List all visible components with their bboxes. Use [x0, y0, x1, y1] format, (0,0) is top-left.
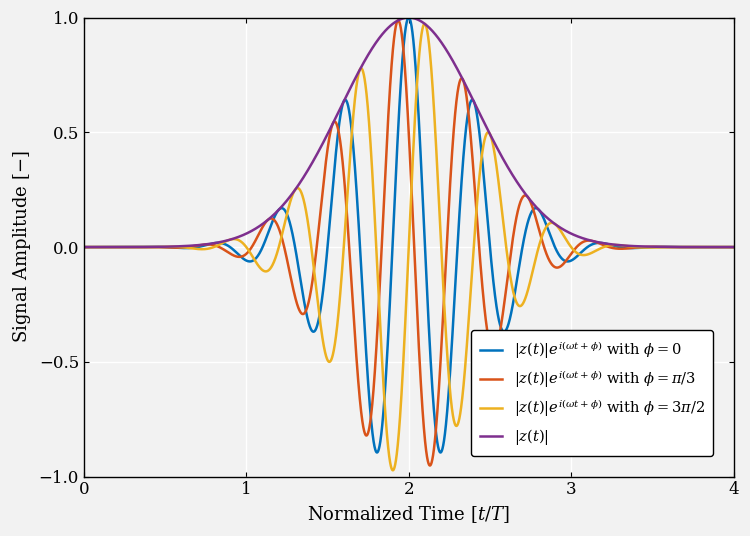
Legend: $|z(t)|e^{i(\omega t+\phi)}$ with $\phi = 0$, $|z(t)|e^{i(\omega t+\phi)}$ with : $|z(t)|e^{i(\omega t+\phi)}$ with $\phi …: [471, 330, 713, 456]
$|z(t)|e^{i(\omega t+\phi)}$ with $\phi = 0$: [397, 70, 406, 76]
$|z(t)|e^{i(\omega t+\phi)}$ with $\phi = \pi/3$: [82, 244, 92, 250]
$|z(t)|$: [82, 244, 92, 250]
$|z(t)|e^{i(\omega t+\phi)}$ with $\phi = 3\pi/2$: [397, 390, 406, 396]
$|z(t)|e^{i(\omega t+\phi)}$ with $\phi = 0$: [118, 244, 128, 250]
$|z(t)|e^{i(\omega t+\phi)}$ with $\phi = 0$: [729, 244, 738, 250]
$|z(t)|e^{i(\omega t+\phi)}$ with $\phi = 3\pi/2$: [729, 244, 738, 250]
$|z(t)|e^{i(\omega t+\phi)}$ with $\phi = \pi/3$: [694, 244, 703, 250]
$|z(t)|$: [694, 244, 703, 250]
$|z(t)|e^{i(\omega t+\phi)}$ with $\phi = \pi/3$: [425, 463, 434, 469]
$|z(t)|$: [80, 244, 88, 250]
$|z(t)|e^{i(\omega t+\phi)}$ with $\phi = 0$: [436, 449, 445, 456]
$|z(t)|e^{i(\omega t+\phi)}$ with $\phi = \pi/3$: [80, 244, 88, 250]
$|z(t)|$: [106, 244, 116, 250]
$|z(t)|e^{i(\omega t+\phi)}$ with $\phi = \pi/3$: [207, 241, 216, 248]
$|z(t)|e^{i(\omega t+\phi)}$ with $\phi = \pi/3$: [397, 29, 406, 36]
$|z(t)|e^{i(\omega t+\phi)}$ with $\phi = 0$: [80, 244, 88, 250]
$|z(t)|e^{i(\omega t+\phi)}$ with $\phi = 3\pi/2$: [118, 244, 128, 250]
$|z(t)|e^{i(\omega t+\phi)}$ with $\phi = 0$: [82, 244, 92, 250]
$|z(t)|$: [207, 241, 216, 247]
$|z(t)|e^{i(\omega t+\phi)}$ with $\phi = 3\pi/2$: [388, 467, 398, 473]
Line: $|z(t)|$: $|z(t)|$: [84, 18, 734, 247]
$|z(t)|e^{i(\omega t+\phi)}$ with $\phi = \pi/3$: [729, 244, 738, 250]
$|z(t)|e^{i(\omega t+\phi)}$ with $\phi = 0$: [404, 14, 413, 21]
$|z(t)|e^{i(\omega t+\phi)}$ with $\phi = 3\pi/2$: [420, 21, 429, 27]
$|z(t)|e^{i(\omega t+\phi)}$ with $\phi = 3\pi/2$: [106, 244, 116, 250]
$|z(t)|e^{i(\omega t+\phi)}$ with $\phi = 3\pi/2$: [82, 244, 92, 250]
$|z(t)|e^{i(\omega t+\phi)}$ with $\phi = \pi/3$: [118, 244, 128, 250]
Line: $|z(t)|e^{i(\omega t+\phi)}$ with $\phi = \pi/3$: $|z(t)|e^{i(\omega t+\phi)}$ with $\phi …: [84, 20, 734, 466]
$|z(t)|$: [729, 244, 738, 250]
$|z(t)|e^{i(\omega t+\phi)}$ with $\phi = 0$: [106, 244, 116, 250]
$|z(t)|e^{i(\omega t+\phi)}$ with $\phi = 0$: [694, 244, 703, 250]
Line: $|z(t)|e^{i(\omega t+\phi)}$ with $\phi = 3\pi/2$: $|z(t)|e^{i(\omega t+\phi)}$ with $\phi …: [84, 24, 734, 470]
$|z(t)|e^{i(\omega t+\phi)}$ with $\phi = \pi/3$: [106, 244, 116, 250]
$|z(t)|e^{i(\omega t+\phi)}$ with $\phi = 0$: [207, 241, 216, 247]
$|z(t)|$: [397, 16, 406, 22]
$|z(t)|e^{i(\omega t+\phi)}$ with $\phi = 3\pi/2$: [80, 244, 88, 250]
$|z(t)|$: [118, 244, 128, 250]
$|z(t)|e^{i(\omega t+\phi)}$ with $\phi = 3\pi/2$: [694, 244, 703, 250]
Line: $|z(t)|e^{i(\omega t+\phi)}$ with $\phi = 0$: $|z(t)|e^{i(\omega t+\phi)}$ with $\phi …: [84, 18, 734, 452]
X-axis label: Normalized Time $[t/T]$: Normalized Time $[t/T]$: [308, 504, 510, 525]
$|z(t)|e^{i(\omega t+\phi)}$ with $\phi = \pi/3$: [394, 17, 403, 24]
$|z(t)|$: [404, 14, 413, 21]
Y-axis label: Signal Amplitude $[-]$: Signal Amplitude $[-]$: [11, 151, 33, 344]
$|z(t)|e^{i(\omega t+\phi)}$ with $\phi = 3\pi/2$: [207, 245, 216, 251]
